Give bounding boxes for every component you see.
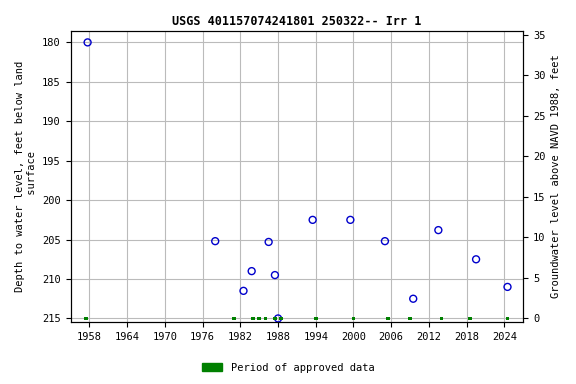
Bar [408,317,412,320]
Bar [85,317,88,320]
Bar [351,317,355,320]
Bar [386,317,390,320]
Point [239,288,248,294]
Point [346,217,355,223]
Bar [232,317,236,320]
Point [211,238,220,244]
Point [503,284,512,290]
Bar [264,317,267,320]
Bar [314,317,318,320]
Point [270,272,279,278]
Y-axis label: Groundwater level above NAVD 1988, feet: Groundwater level above NAVD 1988, feet [551,55,561,298]
Bar [279,317,283,320]
Point [264,239,273,245]
Point [83,39,92,45]
Point [247,268,256,274]
Point [274,315,283,321]
Bar [468,317,472,320]
Point [408,296,418,302]
Point [308,217,317,223]
Bar [506,317,509,320]
Point [434,227,443,233]
Bar [439,317,444,320]
Y-axis label: Depth to water level, feet below land
 surface: Depth to water level, feet below land su… [15,61,37,292]
Legend: Period of approved data: Period of approved data [198,359,378,377]
Bar [257,317,261,320]
Title: USGS 401157074241801 250322-- Irr 1: USGS 401157074241801 250322-- Irr 1 [172,15,422,28]
Bar [251,317,255,320]
Bar [273,317,277,320]
Point [380,238,389,244]
Point [472,256,481,262]
